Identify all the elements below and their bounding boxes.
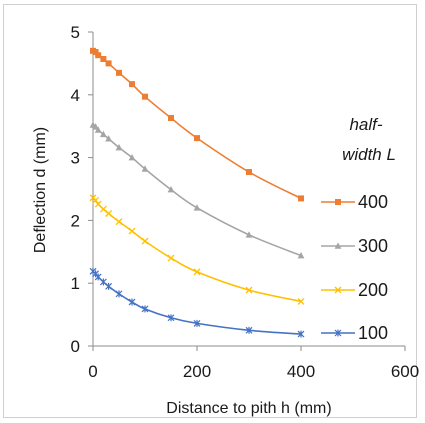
data-point (297, 330, 305, 338)
legend-label: 200 (358, 280, 388, 300)
series-line-400 (92, 50, 302, 200)
data-point (115, 290, 123, 298)
axes (88, 31, 406, 351)
legend-entry-200: 200 (321, 280, 388, 300)
chart-frame (3, 4, 417, 418)
data-point (128, 154, 136, 161)
data-point (167, 254, 175, 262)
data-point (129, 81, 135, 88)
legend-entry-400: 400 (321, 192, 388, 212)
legend-entries: 400 300 200 100 (321, 192, 388, 343)
legend-entry-100: 100 (321, 323, 388, 343)
x-tick-label: 0 (88, 362, 97, 381)
data-point (94, 126, 102, 133)
y-axis-title: Deflection d (mm) (32, 127, 49, 253)
data-point (100, 56, 107, 63)
x-tick-label: 600 (391, 362, 419, 381)
series-line-200 (92, 197, 302, 303)
data-point (245, 326, 253, 334)
data-point (142, 93, 148, 100)
series-200 (89, 194, 305, 305)
data-point (128, 298, 136, 306)
y-tick-label: 2 (71, 211, 80, 230)
legend-label: 100 (358, 323, 388, 343)
data-point (194, 135, 200, 142)
data-point (246, 169, 252, 176)
data-point (193, 268, 201, 276)
data-point (105, 60, 112, 67)
data-point (167, 314, 175, 322)
data-point (193, 319, 201, 327)
legend-label: 300 (358, 236, 388, 256)
legend-title-line-1: half- (349, 115, 382, 134)
data-point (92, 196, 100, 204)
data-point (141, 165, 149, 172)
legend-marker (334, 329, 342, 337)
series-400 (90, 47, 304, 202)
data-point (245, 231, 253, 238)
series-300 (89, 121, 305, 259)
tick-labels: 0 1 2 3 4 5 0 200 400 600 (71, 23, 420, 381)
legend-marker (334, 242, 342, 249)
x-tick-label: 400 (287, 362, 315, 381)
series-layer (89, 47, 305, 338)
data-point (95, 52, 102, 59)
legend-marker (334, 286, 342, 294)
y-tick-label: 5 (71, 23, 80, 42)
x-axis-title: Distance to pith h (mm) (166, 400, 331, 417)
series-line-300 (92, 124, 302, 257)
data-point (167, 186, 175, 193)
data-point (168, 115, 174, 122)
legend-title-line-2: width L (342, 145, 396, 164)
legend-marker (335, 199, 341, 205)
data-point (141, 305, 149, 313)
data-point (245, 286, 253, 294)
series-100 (89, 267, 305, 338)
x-tick-label: 200 (183, 362, 211, 381)
data-point (92, 123, 99, 130)
y-tick-label: 1 (71, 274, 80, 293)
data-point (128, 227, 136, 235)
legend: half- width L 400 300 200 100 (321, 115, 396, 343)
data-point (297, 297, 305, 305)
legend-label: 400 (358, 192, 388, 212)
legend-entry-300: 300 (321, 236, 388, 256)
data-point (105, 282, 113, 290)
data-point (94, 273, 102, 281)
data-point (193, 204, 201, 211)
data-point (115, 143, 123, 151)
y-tick-label: 0 (71, 337, 80, 356)
data-point (115, 218, 123, 226)
y-tick-label: 3 (71, 149, 80, 168)
data-point (94, 200, 102, 208)
data-point (105, 210, 113, 217)
data-point (100, 130, 107, 138)
data-point (99, 278, 107, 286)
data-point (92, 49, 99, 56)
data-point (297, 251, 305, 259)
data-point (298, 195, 304, 202)
data-point (141, 237, 149, 245)
data-point (105, 135, 112, 142)
y-tick-label: 4 (71, 86, 80, 105)
data-point (116, 69, 122, 76)
